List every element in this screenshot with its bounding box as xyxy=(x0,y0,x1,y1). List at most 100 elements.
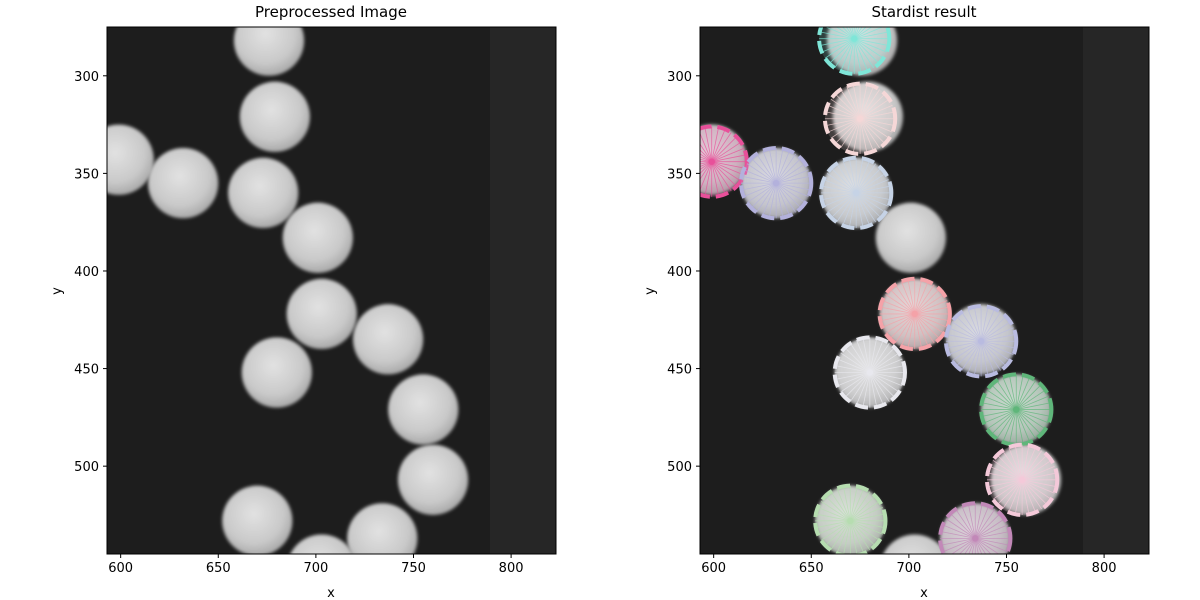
star-ray xyxy=(842,192,857,226)
star-ray xyxy=(968,503,976,539)
object-center xyxy=(1018,476,1026,484)
star-ray xyxy=(775,182,796,213)
x-tick-label: 600 xyxy=(701,561,726,576)
star-ray xyxy=(1015,375,1024,410)
stardist-object xyxy=(984,442,1060,517)
star-ray xyxy=(889,288,916,315)
star-ray xyxy=(1014,445,1023,480)
star-ray xyxy=(859,89,880,119)
star-ray xyxy=(841,27,855,39)
star-ray xyxy=(1015,409,1042,435)
star-ray xyxy=(975,524,1008,539)
star-ray xyxy=(849,372,871,402)
star-ray xyxy=(980,341,1001,371)
star-ray xyxy=(849,343,871,373)
star-ray xyxy=(981,340,1016,349)
star-ray xyxy=(950,513,976,539)
star-ray xyxy=(961,311,982,342)
star-ray xyxy=(971,538,976,554)
star-ray xyxy=(869,343,890,373)
star-ray xyxy=(853,38,875,69)
star-ray xyxy=(700,161,712,174)
star-ray xyxy=(768,148,777,184)
star-ray xyxy=(849,520,865,554)
star-ray xyxy=(827,104,861,120)
star-ray xyxy=(704,127,713,162)
axes-frame-right xyxy=(699,26,1150,555)
cell-blob xyxy=(875,202,946,273)
star-ray xyxy=(974,538,992,554)
star-ray xyxy=(1016,409,1049,424)
object-center xyxy=(866,369,874,376)
x-tick-label: 750 xyxy=(994,561,1019,576)
star-ray xyxy=(850,520,880,541)
star-ray xyxy=(775,183,784,218)
star-ray xyxy=(948,327,982,342)
object-center xyxy=(852,189,860,197)
star-ray xyxy=(815,520,851,529)
star-ray xyxy=(894,313,916,344)
star-ray xyxy=(854,31,889,40)
y-tick-label: 300 xyxy=(667,70,692,85)
star-ray xyxy=(743,182,777,197)
star-ray xyxy=(821,192,857,201)
star-ray xyxy=(967,308,982,342)
star-ray xyxy=(986,409,1017,430)
star-ray xyxy=(711,161,732,192)
star-ray xyxy=(1021,479,1055,494)
star-ray xyxy=(991,409,1017,435)
star-ray xyxy=(983,409,1017,424)
cell-blob xyxy=(286,278,357,350)
star-ray xyxy=(711,161,747,169)
star-ray xyxy=(869,372,900,393)
object-center xyxy=(911,310,918,318)
star-ray xyxy=(775,158,802,184)
star-ray xyxy=(700,143,713,162)
star-ray xyxy=(824,38,855,59)
star-ray xyxy=(980,340,1007,367)
star-ray xyxy=(869,372,895,398)
star-ray xyxy=(1015,409,1037,440)
star-ray xyxy=(711,147,745,163)
star-ray xyxy=(980,311,1001,342)
star-ray xyxy=(991,384,1017,410)
star-ray xyxy=(869,372,903,387)
star-ray xyxy=(853,38,869,72)
star-ray xyxy=(859,118,890,139)
cell-blob xyxy=(228,157,299,229)
star-ray xyxy=(840,352,871,373)
cells-layer-left xyxy=(107,27,469,554)
star-ray xyxy=(700,156,712,163)
cell-blob xyxy=(233,27,305,76)
star-ray xyxy=(1008,447,1023,480)
star-ray xyxy=(987,479,1023,488)
star-ray xyxy=(844,372,871,398)
star-ray xyxy=(746,163,777,184)
star-ray xyxy=(835,27,855,40)
panel-title-preprocessed: Preprocessed Image xyxy=(255,3,407,21)
stardist-object xyxy=(817,27,892,76)
star-ray xyxy=(859,84,868,119)
star-ray xyxy=(862,372,871,408)
star-ray xyxy=(711,161,742,182)
star-ray xyxy=(951,321,982,342)
star-ray xyxy=(849,486,858,521)
star-ray xyxy=(855,167,882,194)
object-center xyxy=(708,158,715,165)
x-tick-label: 700 xyxy=(303,561,328,576)
panel-preprocessed: Preprocessed Image 600 650 700 750 800 300 350… xyxy=(50,3,557,600)
star-ray xyxy=(968,538,976,554)
y-tick-label: 300 xyxy=(74,70,99,85)
star-ray xyxy=(834,118,861,144)
star-ray xyxy=(842,160,857,194)
star-ray xyxy=(824,27,855,40)
star-ray xyxy=(980,316,1007,342)
star-ray xyxy=(974,538,987,554)
star-ray xyxy=(987,472,1023,481)
star-ray xyxy=(849,491,871,522)
x-tick-label: 800 xyxy=(1092,561,1117,576)
star-ray xyxy=(914,294,945,315)
y-tick-label: 500 xyxy=(74,460,99,475)
star-ray xyxy=(1021,479,1052,500)
star-ray xyxy=(914,313,935,344)
